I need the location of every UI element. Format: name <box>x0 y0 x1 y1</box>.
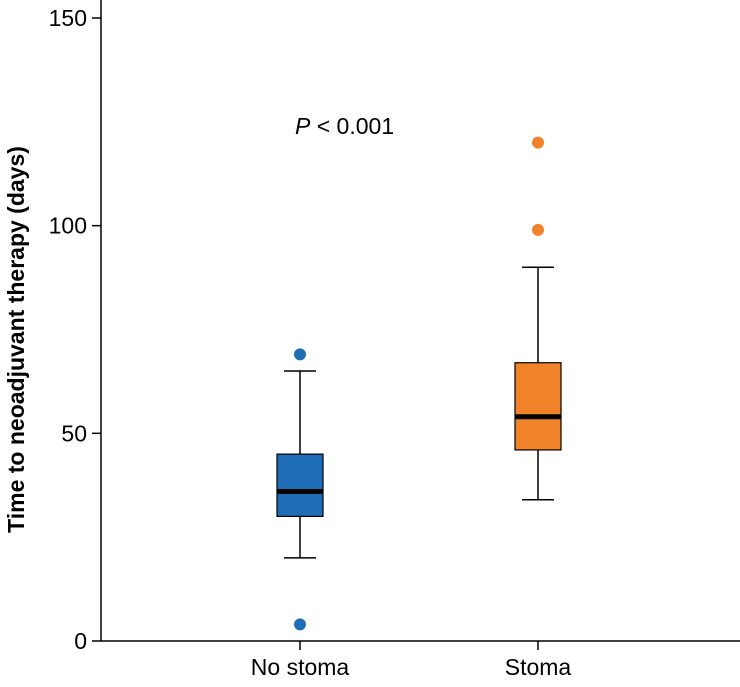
boxes <box>276 136 562 631</box>
y-tick-label: 150 <box>49 5 87 31</box>
p-value-text: < 0.001 <box>310 113 394 139</box>
p-value-symbol: P <box>295 113 311 139</box>
labels: 0 50 100 150 No stoma Stoma Time to neoadjuvan… <box>3 5 571 680</box>
outlier-point <box>294 348 306 361</box>
outlier-point <box>532 136 544 149</box>
x-category-label: No stoma <box>251 654 350 680</box>
y-tick-label: 50 <box>61 420 87 446</box>
y-axis-title: Time to neoadjuvant therapy (days) <box>3 146 29 533</box>
y-tick-label: 0 <box>74 628 87 654</box>
y-tick-label: 100 <box>49 213 87 239</box>
p-value-annotation: P < 0.001 <box>295 113 394 139</box>
outlier-point <box>294 618 306 631</box>
axes <box>92 0 740 650</box>
outlier-point <box>532 223 544 236</box>
iqr-box <box>276 453 324 518</box>
box-group-no-stoma <box>276 348 324 631</box>
iqr-box <box>514 362 562 451</box>
x-category-label: Stoma <box>505 654 572 680</box>
box-group-stoma <box>514 136 562 501</box>
